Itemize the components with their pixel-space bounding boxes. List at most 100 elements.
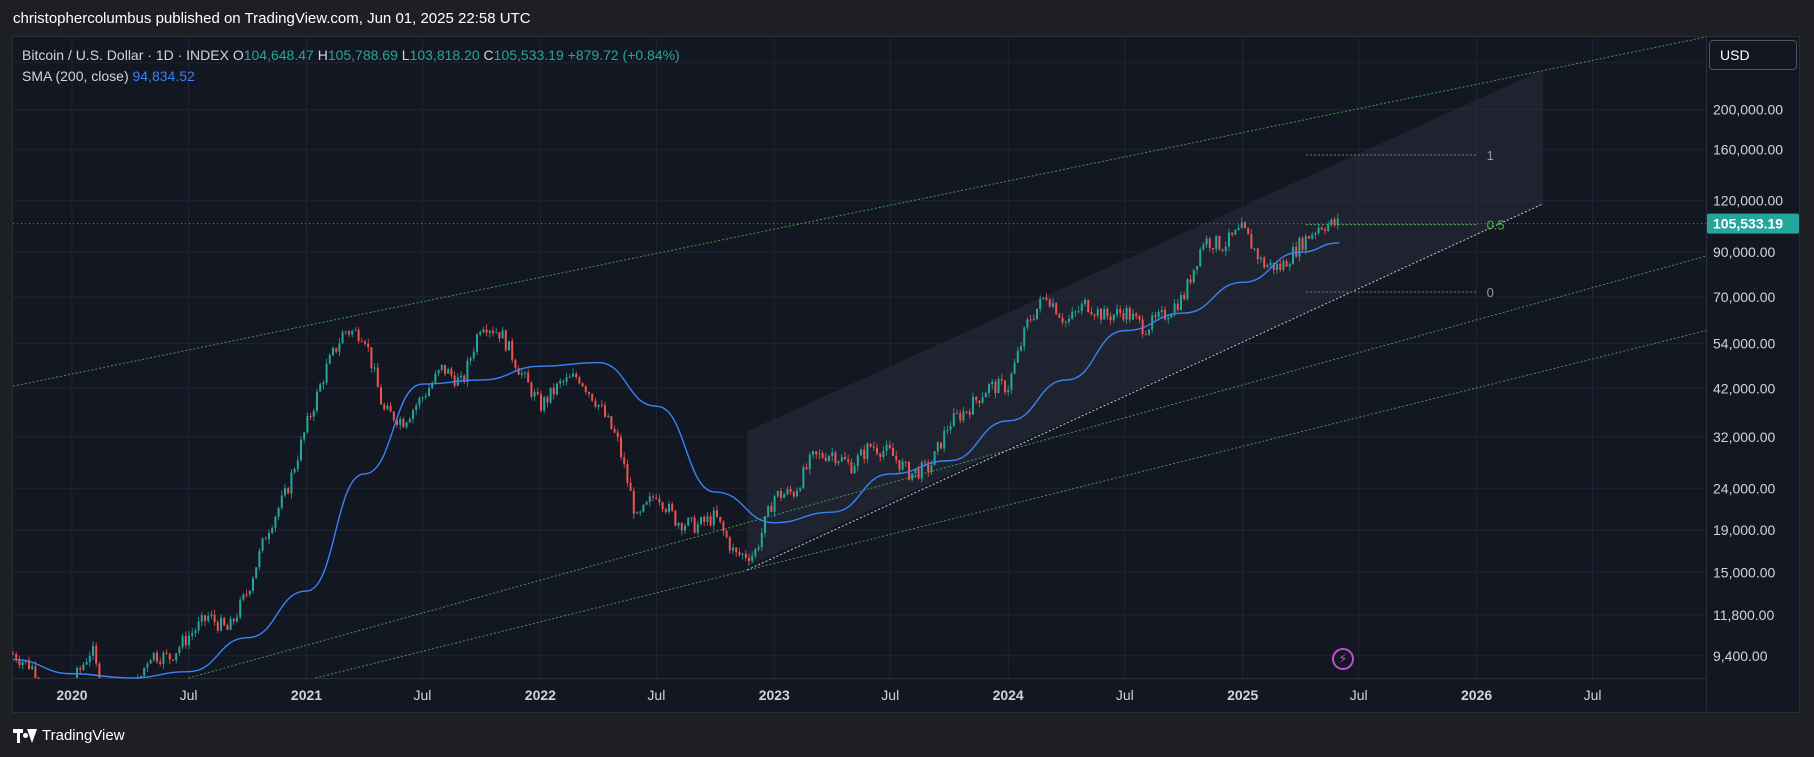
candle-body <box>671 503 674 511</box>
candle-body <box>1282 261 1285 270</box>
high-label: H <box>317 47 328 63</box>
tradingview-brand[interactable]: TradingView <box>13 727 125 744</box>
candle-body <box>300 439 302 461</box>
high-value: 105,788.69 <box>327 47 398 63</box>
candle-body <box>261 538 264 551</box>
candle-body <box>818 453 821 455</box>
candle-body <box>808 454 811 469</box>
candle-body <box>524 372 526 374</box>
candle-body <box>780 491 782 498</box>
candle-body <box>1042 297 1045 299</box>
candle-body <box>229 618 232 630</box>
candle-body <box>652 496 654 498</box>
candle-body <box>1144 333 1147 335</box>
candle-body <box>1253 248 1256 250</box>
candle-body <box>1080 304 1083 312</box>
x-tick-label: 2023 <box>759 687 790 703</box>
symbol-label[interactable]: Bitcoin / U.S. Dollar · 1D · INDEX <box>22 47 229 63</box>
candle-body <box>1077 311 1080 313</box>
candle-body <box>722 521 725 531</box>
candle-body <box>1160 309 1163 312</box>
candle-body <box>716 510 718 517</box>
candle-body <box>533 392 536 397</box>
candle-body <box>482 329 485 333</box>
y-tick-label: 42,000.00 <box>1713 380 1775 396</box>
currency-button[interactable]: USD <box>1709 40 1797 70</box>
candle-body <box>546 397 549 403</box>
candle-body <box>543 397 546 411</box>
candle-body <box>440 364 443 370</box>
candle-body <box>325 363 328 383</box>
candle-body <box>636 512 638 514</box>
candle-body <box>1189 279 1192 283</box>
x-tick-label: 2025 <box>1227 687 1258 703</box>
candle-body <box>405 422 408 428</box>
x-tick-label: 2022 <box>525 687 556 703</box>
candle-body <box>1039 298 1042 309</box>
x-tick-label: Jul <box>1584 687 1602 703</box>
candle-body <box>565 377 568 382</box>
candle-body <box>572 373 574 377</box>
candle-body <box>888 444 891 449</box>
candle-body <box>136 678 139 679</box>
candle-body <box>1192 269 1195 283</box>
candle-body <box>1224 246 1227 252</box>
y-tick-label: 15,000.00 <box>1713 564 1775 580</box>
candle-body <box>447 369 450 374</box>
candle-body <box>1036 308 1038 320</box>
candle-body <box>693 517 696 533</box>
candle-body <box>1084 299 1086 305</box>
lightning-icon[interactable]: ⚡ <box>1332 648 1354 670</box>
candle-body <box>408 418 411 423</box>
candle-body <box>760 532 763 548</box>
candle-body <box>328 355 331 364</box>
candle-body <box>21 661 24 666</box>
candle-body <box>296 460 299 470</box>
candle-body <box>1154 315 1157 317</box>
footer: TradingView <box>0 713 1814 757</box>
candle-body <box>786 489 789 495</box>
candle-body <box>616 432 619 438</box>
x-tick-label: Jul <box>1116 687 1134 703</box>
candle-body <box>949 426 952 430</box>
candle-body <box>901 461 904 470</box>
candle-body <box>1231 232 1234 235</box>
candle-body <box>1221 249 1224 252</box>
candle-body <box>943 430 946 449</box>
candle-body <box>1026 319 1029 328</box>
candle-body <box>940 442 942 449</box>
candle-body <box>236 617 238 622</box>
x-tick-label: Jul <box>881 687 899 703</box>
candle-body <box>620 437 622 458</box>
candle-body <box>530 382 533 397</box>
candle-body <box>146 663 149 668</box>
candle-body <box>684 525 686 531</box>
candle-body <box>85 662 88 665</box>
candle-body <box>860 449 862 456</box>
candle-body <box>642 504 645 512</box>
candle-body <box>1266 265 1269 268</box>
sma-label[interactable]: SMA (200, close) <box>22 68 129 84</box>
candle-body <box>1244 222 1246 228</box>
candle-body <box>396 420 398 425</box>
candle-body <box>1205 238 1208 245</box>
ohlc-line: Bitcoin / U.S. Dollar · 1D · INDEX O104,… <box>22 45 680 66</box>
candle-body <box>1304 236 1307 250</box>
candle-body <box>460 375 462 378</box>
candle-body <box>287 488 290 494</box>
candle-body <box>149 659 152 664</box>
sma-line: SMA (200, close) 94,834.52 <box>22 66 680 87</box>
x-tick-label: 2024 <box>993 687 1024 703</box>
candle-body <box>876 447 878 454</box>
price-chart[interactable]: 260,000.00200,000.00160,000.00120,000.00… <box>0 0 1814 713</box>
candle-body <box>700 517 702 525</box>
low-value: 103,818.20 <box>409 47 480 63</box>
candle-body <box>1170 314 1173 318</box>
candle-body <box>1106 308 1109 317</box>
candle-body <box>898 460 901 470</box>
candle-body <box>380 387 382 405</box>
candle-body <box>668 503 670 512</box>
x-tick-label: Jul <box>414 687 432 703</box>
candle-body <box>1180 294 1182 310</box>
candle-body <box>994 381 997 394</box>
